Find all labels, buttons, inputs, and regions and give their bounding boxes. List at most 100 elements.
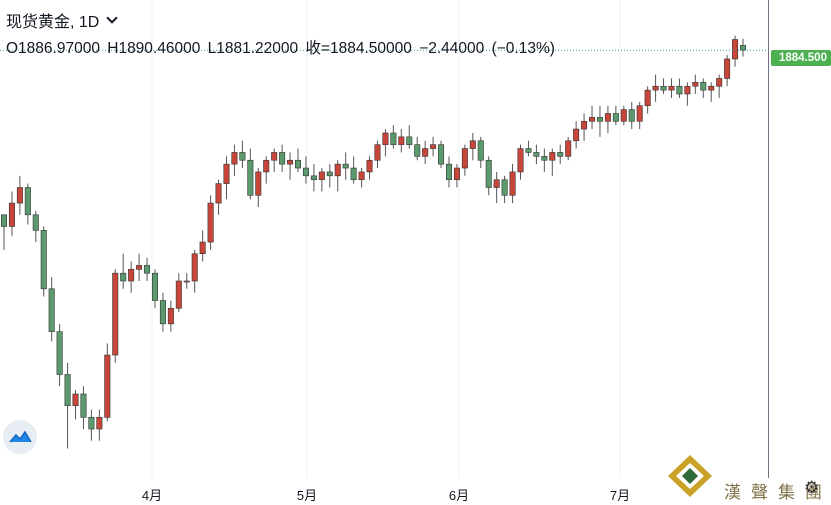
candle-body[interactable]: [175, 280, 182, 309]
candle-body[interactable]: [469, 140, 476, 149]
candle-body[interactable]: [271, 152, 278, 161]
candle-body[interactable]: [382, 132, 389, 145]
gear-icon[interactable]: ⚙: [804, 478, 820, 497]
candle-body[interactable]: [279, 152, 286, 165]
candle-body[interactable]: [676, 85, 683, 95]
candle-body[interactable]: [461, 148, 468, 169]
candle-body[interactable]: [525, 148, 532, 153]
candle-body[interactable]: [318, 171, 325, 181]
candle-body[interactable]: [247, 159, 254, 196]
candle-body[interactable]: [652, 85, 659, 91]
candle-body[interactable]: [700, 82, 707, 91]
candle-body[interactable]: [644, 89, 651, 107]
candle-body[interactable]: [628, 109, 635, 122]
candle-body[interactable]: [159, 300, 166, 325]
candle-body[interactable]: [183, 280, 190, 283]
candle-body[interactable]: [16, 187, 23, 204]
candle-body[interactable]: [430, 144, 437, 149]
candle-body[interactable]: [151, 272, 158, 301]
candle-body[interactable]: [104, 354, 111, 418]
candle-body[interactable]: [604, 113, 611, 122]
candle-body[interactable]: [493, 179, 500, 188]
candle-body[interactable]: [191, 253, 198, 282]
chart-title[interactable]: 现货黄金, 1D: [6, 8, 119, 32]
candle-body[interactable]: [374, 144, 381, 161]
candle-body[interactable]: [342, 163, 349, 169]
candle-body[interactable]: [0, 214, 8, 227]
candle-body[interactable]: [708, 85, 715, 91]
candle-body[interactable]: [8, 202, 15, 227]
candle-body[interactable]: [732, 39, 739, 60]
candle-body[interactable]: [80, 393, 87, 418]
candle-body[interactable]: [72, 393, 79, 406]
candle-body[interactable]: [557, 152, 564, 157]
candle-body[interactable]: [684, 85, 691, 95]
candle-body[interactable]: [310, 175, 317, 181]
candle-body[interactable]: [660, 85, 667, 91]
candle-body[interactable]: [167, 307, 174, 325]
candle-body[interactable]: [48, 288, 55, 332]
candle-body[interactable]: [120, 272, 127, 282]
candle-body[interactable]: [64, 374, 71, 406]
candle-body[interactable]: [215, 183, 222, 204]
candle-body[interactable]: [24, 187, 31, 216]
candle-body[interactable]: [739, 45, 747, 51]
candle-body[interactable]: [565, 140, 572, 157]
candle-body[interactable]: [207, 202, 214, 243]
candle-body[interactable]: [581, 120, 588, 130]
candle-body[interactable]: [549, 152, 556, 161]
candle-body[interactable]: [231, 152, 238, 165]
candle-body[interactable]: [541, 156, 548, 161]
candle-body[interactable]: [533, 152, 540, 157]
candle-body[interactable]: [485, 159, 492, 188]
symbol-title[interactable]: 现货黄金, 1D: [6, 14, 100, 31]
candle-body[interactable]: [128, 269, 135, 282]
candle-body[interactable]: [88, 417, 95, 430]
candle-body[interactable]: [517, 148, 524, 173]
candle-body[interactable]: [255, 171, 262, 196]
candle-body[interactable]: [144, 265, 151, 274]
candle-body[interactable]: [414, 144, 421, 157]
candle-body[interactable]: [358, 171, 365, 181]
candle-body[interactable]: [477, 140, 484, 161]
candle-body[interactable]: [96, 417, 103, 430]
candle-body[interactable]: [56, 331, 63, 375]
candle-body[interactable]: [239, 152, 246, 161]
candle-body[interactable]: [334, 163, 341, 177]
candle-body[interactable]: [136, 265, 143, 270]
candle-body[interactable]: [692, 82, 699, 87]
candle-body[interactable]: [445, 163, 452, 181]
candle-body[interactable]: [501, 179, 508, 196]
candle-body[interactable]: [724, 58, 731, 79]
candle-body[interactable]: [573, 128, 580, 142]
candle-body[interactable]: [223, 163, 230, 184]
candle-body[interactable]: [199, 241, 206, 255]
candle-body[interactable]: [326, 171, 333, 177]
tradingview-cloud-icon[interactable]: [3, 420, 37, 454]
candle-body[interactable]: [716, 78, 723, 87]
candle-body[interactable]: [366, 159, 373, 173]
candle-body[interactable]: [40, 230, 47, 290]
candle-body[interactable]: [390, 132, 397, 145]
candle-body[interactable]: [112, 272, 119, 356]
candle-body[interactable]: [406, 136, 413, 145]
candle-body[interactable]: [422, 148, 429, 157]
candle-body[interactable]: [438, 144, 445, 165]
candle-body[interactable]: [287, 159, 294, 165]
candle-body[interactable]: [295, 159, 302, 169]
candle-body[interactable]: [32, 214, 39, 231]
candle-body[interactable]: [453, 167, 460, 181]
candle-body[interactable]: [636, 105, 643, 122]
candle-body[interactable]: [350, 167, 357, 181]
candle-body[interactable]: [398, 136, 405, 145]
candle-body[interactable]: [302, 167, 309, 177]
candle-body[interactable]: [509, 171, 516, 196]
candle-body[interactable]: [589, 117, 596, 122]
candle-body[interactable]: [263, 159, 270, 173]
candle-body[interactable]: [596, 117, 603, 122]
candle-body[interactable]: [620, 109, 627, 122]
candle-body[interactable]: [668, 85, 675, 91]
chevron-down-icon[interactable]: [106, 12, 119, 24]
candle-body[interactable]: [612, 113, 619, 122]
